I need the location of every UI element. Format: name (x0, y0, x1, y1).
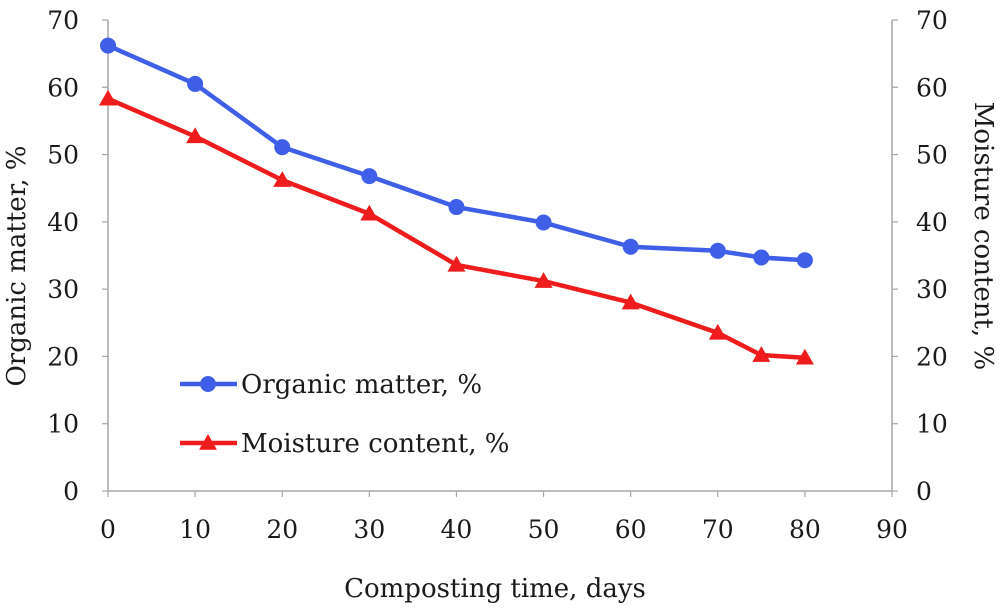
legend-label: Moisture content, % (241, 429, 509, 459)
x-tick-label: 50 (528, 515, 560, 544)
y2-tick-label: 10 (916, 410, 948, 439)
data-point (273, 171, 292, 187)
x-tick-label: 30 (353, 515, 385, 544)
legend: Organic matter, % Moisture content, % (180, 370, 509, 459)
data-point (534, 272, 553, 288)
y-tick-label: 50 (47, 141, 79, 170)
data-point (709, 242, 726, 259)
data-point (753, 249, 770, 266)
series-layer (99, 37, 814, 365)
data-point (621, 293, 640, 310)
x-tick-label: 40 (441, 515, 473, 544)
y-tick-label: 30 (47, 275, 79, 304)
data-point (708, 323, 727, 340)
y2-tick-label: 30 (916, 275, 948, 304)
y2-axis-title: Moisture content, % (968, 102, 998, 370)
data-point (447, 255, 466, 272)
series-1 (100, 37, 813, 269)
y-tick-label: 0 (63, 477, 79, 506)
y2-tick-label: 40 (916, 208, 948, 237)
legend-entry-1: Organic matter, % (180, 370, 482, 400)
series-2 (99, 89, 814, 365)
series-line (107, 43, 806, 263)
data-point (187, 75, 204, 92)
data-point (274, 139, 291, 156)
y-tick-label: 70 (47, 6, 79, 35)
series-line (107, 96, 806, 361)
data-point (535, 214, 552, 231)
data-point (795, 348, 814, 365)
data-point (360, 204, 379, 221)
y2-tick-label: 70 (916, 6, 948, 35)
data-point (622, 238, 639, 255)
data-point (448, 199, 465, 216)
y-tick-label: 10 (47, 410, 79, 439)
data-point (361, 168, 378, 185)
x-tick-label: 20 (266, 515, 298, 544)
legend-label: Organic matter, % (241, 370, 482, 400)
legend-marker (199, 434, 217, 450)
x-tick-label: 0 (100, 515, 116, 544)
y2-tick-label: 0 (916, 477, 932, 506)
data-point (99, 89, 117, 106)
x-axis-title: Composting time, days (344, 574, 646, 604)
y-axis-title: Organic matter, % (2, 145, 32, 386)
x-tick-label: 70 (702, 515, 734, 544)
y2-tick-label: 20 (916, 342, 948, 371)
y-tick-label: 40 (47, 208, 79, 237)
x-tick-label: 60 (615, 515, 647, 544)
y-tick-label: 20 (47, 342, 79, 371)
data-point (796, 252, 813, 269)
y-tick-label: 60 (47, 73, 79, 102)
x-tick-label: 80 (789, 515, 821, 544)
axes: 0 10 20 30 40 50 60 70 80 90 0 10 20 30 40 50 60 70 0 10 20 3… (47, 6, 948, 544)
data-point (752, 346, 771, 362)
y2-tick-label: 50 (916, 141, 948, 170)
x-tick-label: 90 (876, 515, 908, 544)
x-tick-label: 10 (179, 515, 211, 544)
y2-tick-label: 60 (916, 73, 948, 102)
legend-marker (200, 376, 216, 392)
data-point (100, 37, 116, 54)
data-point (186, 127, 205, 144)
legend-entry-2: Moisture content, % (180, 429, 509, 459)
